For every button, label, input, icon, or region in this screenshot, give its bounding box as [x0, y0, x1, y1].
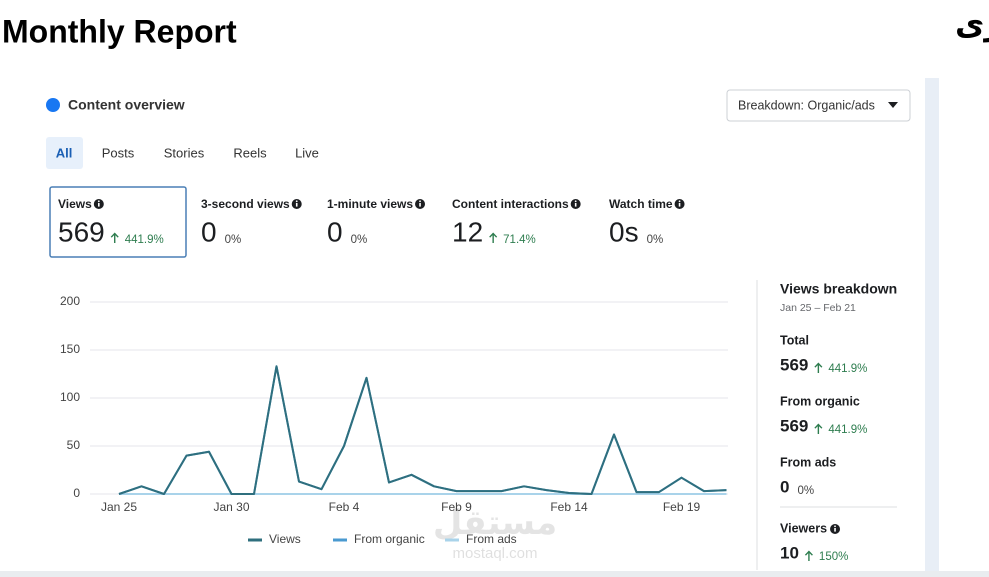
info-icon-dot — [574, 203, 577, 207]
breakdown-change: 150% — [819, 551, 848, 563]
y-tick-label: 0 — [73, 486, 80, 500]
metric-change: 441.9% — [125, 234, 164, 246]
x-tick-label: Feb 19 — [663, 500, 701, 514]
x-tick-label: Jan 25 — [101, 500, 137, 514]
metric-change: 0% — [647, 234, 664, 246]
metric-label: 3-second views — [201, 197, 290, 211]
metric-value: 569 — [58, 216, 105, 247]
breakdown-value: 10 — [780, 543, 799, 562]
up-arrow — [110, 232, 119, 243]
tab[interactable]: Reels — [233, 145, 267, 160]
up-arrow — [814, 423, 823, 434]
active-tab-bg — [46, 137, 83, 169]
info-icon-dot — [295, 203, 298, 207]
scroll-strip — [925, 78, 939, 571]
legend-label[interactable]: From organic — [354, 532, 425, 546]
metric-value: 0s — [609, 216, 639, 247]
metric-value: 0 — [327, 216, 343, 247]
legend-label[interactable]: Views — [269, 532, 301, 546]
metric-value: 12 — [452, 216, 483, 247]
report-title-ar: التقرير الشهرى — [955, 5, 989, 42]
breakdown-change: 441.9% — [828, 424, 867, 436]
breakdown-range: Jan 25 – Feb 21 — [780, 302, 856, 314]
x-tick-label: Jan 30 — [213, 500, 249, 514]
tab[interactable]: Posts — [102, 145, 135, 160]
tab[interactable]: Stories — [164, 145, 205, 160]
card — [30, 78, 925, 571]
breakdown-change: 441.9% — [828, 363, 867, 375]
dropdown-caret — [888, 102, 898, 108]
breakdown-value: 569 — [780, 355, 808, 374]
tab[interactable]: All — [56, 145, 73, 160]
info-icon-dot — [834, 525, 836, 528]
metric-value: 0 — [201, 216, 217, 247]
metric-label: Content interactions — [452, 197, 569, 211]
up-arrow — [804, 550, 813, 561]
series-line — [118, 365, 727, 495]
watermark-url: mostaql.com — [452, 545, 537, 562]
bottom-strip — [0, 571, 989, 577]
up-arrow — [814, 362, 823, 373]
y-tick-label: 150 — [60, 342, 80, 356]
x-tick-label: Feb 4 — [329, 500, 360, 514]
breakdown-title: Views breakdown — [780, 281, 897, 297]
breakdown-value: 569 — [780, 416, 808, 435]
info-icon-dot — [678, 203, 681, 207]
metric-change: 0% — [225, 234, 242, 246]
metric-label: 1-minute views — [327, 197, 413, 211]
breakdown-label: From ads — [780, 455, 836, 469]
up-arrow — [489, 232, 498, 243]
info-icon-dot — [419, 200, 421, 203]
breakdown-dropdown-label[interactable]: Breakdown: Organic/ads — [738, 98, 875, 112]
info-icon-dot — [98, 203, 100, 207]
y-tick-label: 200 — [60, 294, 80, 308]
breakdown-change: 0% — [797, 485, 814, 497]
info-icon-dot — [834, 528, 836, 532]
selected-metric-box — [49, 186, 187, 258]
watermark: مستقل — [433, 504, 557, 542]
breakdown-label: Viewers — [780, 521, 827, 535]
info-icon-dot — [574, 200, 577, 203]
metric-change: 0% — [351, 234, 368, 246]
info-icon-dot — [419, 203, 421, 207]
y-tick-label: 50 — [67, 438, 81, 452]
breakdown-dropdown[interactable] — [726, 89, 911, 122]
metric-label: Watch time — [609, 197, 673, 211]
info-icon-dot — [295, 200, 298, 203]
x-tick-label: Feb 9 — [441, 500, 472, 514]
metric-label: Views — [58, 197, 92, 211]
panel-title: Content overview — [68, 97, 185, 113]
breakdown-label: From organic — [780, 394, 860, 408]
y-tick-label: 100 — [60, 390, 80, 404]
facebook-icon — [46, 98, 60, 112]
x-tick-label: Feb 14 — [550, 500, 588, 514]
metric-change: 71.4% — [503, 234, 536, 246]
report-title: Monthly Report — [2, 13, 237, 49]
breakdown-label: Total — [780, 333, 809, 347]
legend-label[interactable]: From ads — [466, 532, 517, 546]
tab[interactable]: Live — [295, 145, 319, 160]
breakdown-value: 0 — [780, 477, 789, 496]
info-icon-dot — [97, 200, 100, 203]
info-icon-dot — [678, 200, 681, 203]
